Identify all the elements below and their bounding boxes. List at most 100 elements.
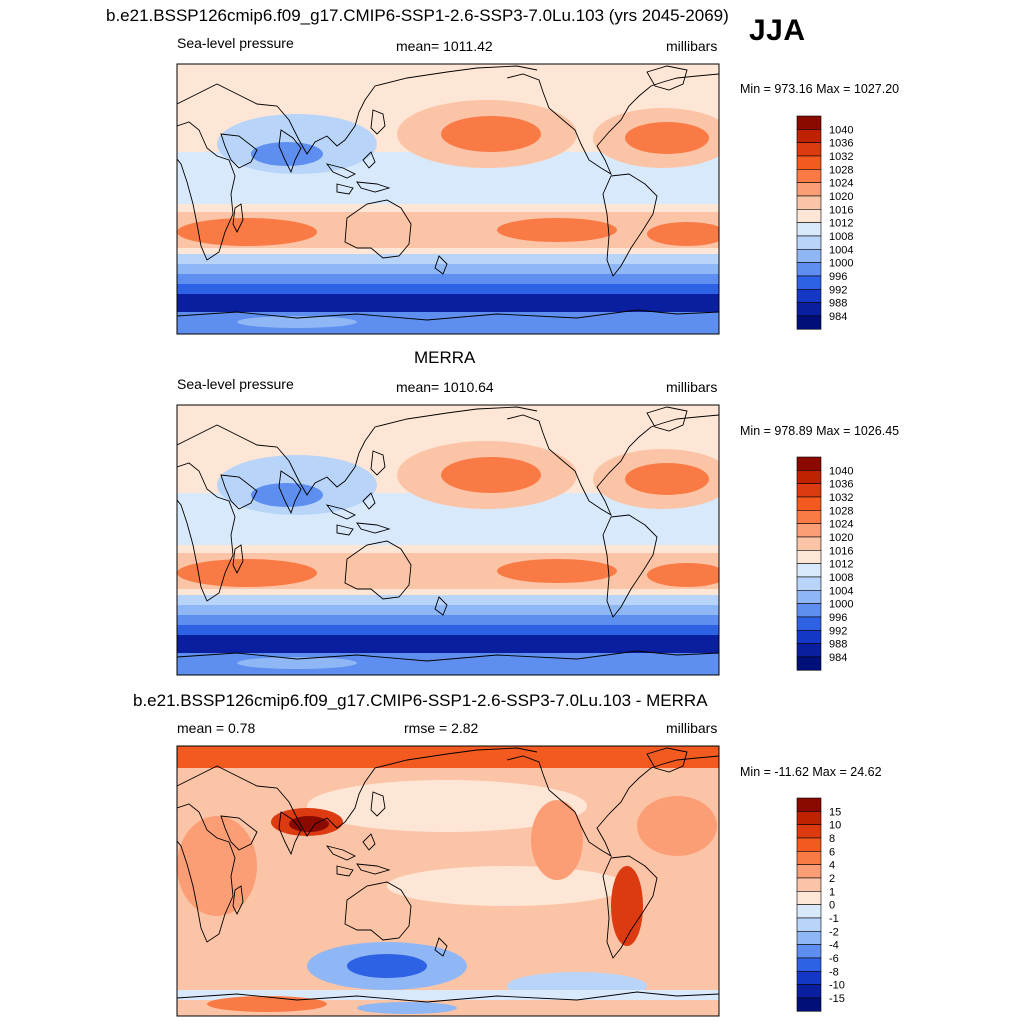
panel1-map xyxy=(176,63,720,335)
panel3-units-label: millibars xyxy=(666,720,718,736)
colorbar-tick-label: 15 xyxy=(829,806,841,818)
colorbar-tick-label: 1000 xyxy=(829,258,853,270)
colorbar-tick-label: 8 xyxy=(829,833,835,845)
colorbar-tick-label: 1024 xyxy=(829,519,853,531)
colorbar-swatch xyxy=(796,917,822,932)
colorbar-swatch xyxy=(796,456,822,471)
panel3-title: b.e21.BSSP126cmip6.f09_g17.CMIP6-SSP1-2.… xyxy=(133,691,708,710)
colorbar-swatch xyxy=(796,195,822,210)
colorbar-swatch xyxy=(796,275,822,290)
colorbar-swatch xyxy=(796,970,822,985)
colorbar-swatch xyxy=(796,930,822,945)
panel3-mean-label: mean = 0.78 xyxy=(177,720,256,736)
colorbar-swatch xyxy=(796,302,822,317)
colorbar-tick-label: 1036 xyxy=(829,138,853,150)
colorbar-tick-label: 1000 xyxy=(829,599,853,611)
colorbar-swatch xyxy=(796,576,822,591)
colorbar-swatch xyxy=(796,470,822,484)
colorbar-swatch xyxy=(796,864,822,879)
colorbar-swatch xyxy=(796,797,822,812)
colorbar-swatch xyxy=(796,235,822,250)
colorbar-tick-label: 10 xyxy=(829,820,841,832)
colorbar-tick-label: 1008 xyxy=(829,572,853,584)
colorbar-swatch xyxy=(796,891,822,905)
colorbar-swatch xyxy=(796,984,822,999)
panel2-mean-label: mean= 1010.64 xyxy=(396,379,494,395)
panel1-mean-label: mean= 1011.42 xyxy=(396,38,493,54)
colorbar-swatch xyxy=(796,603,822,618)
colorbar-tick-label: 996 xyxy=(829,271,847,283)
colorbar-swatch xyxy=(796,589,822,604)
colorbar-tick-label: -6 xyxy=(829,953,839,965)
colorbar-swatch xyxy=(796,824,822,839)
colorbar-swatch xyxy=(796,262,822,277)
colorbar-swatch xyxy=(796,222,822,237)
colorbar-tick-label: 1016 xyxy=(829,545,853,557)
colorbar-swatch xyxy=(796,997,822,1012)
colorbar-tick-label: -15 xyxy=(829,993,845,1005)
panel1-title: b.e21.BSSP126cmip6.f09_g17.CMIP6-SSP1-2.… xyxy=(106,6,729,25)
colorbar-tick-label: 1032 xyxy=(829,151,853,163)
colorbar-tick-label: -1 xyxy=(829,913,839,925)
colorbar-tick-label: 988 xyxy=(829,639,847,651)
colorbar-tick-label: 1004 xyxy=(829,585,853,597)
colorbar-swatch xyxy=(796,616,822,631)
panel1-variable-label: Sea-level pressure xyxy=(177,35,294,51)
colorbar-swatch xyxy=(796,249,822,263)
colorbar-tick-label: -8 xyxy=(829,966,839,978)
colorbar-swatch xyxy=(796,155,822,170)
colorbar-tick-label: 988 xyxy=(829,298,847,310)
colorbar-swatch xyxy=(796,851,822,865)
colorbar-tick-label: 1020 xyxy=(829,532,853,544)
colorbar-tick-label: 984 xyxy=(829,311,847,323)
colorbar-tick-label: 1028 xyxy=(829,164,853,176)
panel2-variable-label: Sea-level pressure xyxy=(177,376,294,392)
colorbar-swatch xyxy=(796,129,822,143)
colorbar-swatch xyxy=(796,563,822,578)
panel2-title: MERRA xyxy=(414,348,476,367)
colorbar-swatch xyxy=(796,944,822,959)
colorbar-tick-label: 1004 xyxy=(829,244,853,256)
colorbar-tick-label: 1028 xyxy=(829,505,853,517)
colorbar-tick-label: 6 xyxy=(829,846,835,858)
colorbar-tick-label: 996 xyxy=(829,612,847,624)
colorbar-tick-label: 1008 xyxy=(829,231,853,243)
colorbar-swatch xyxy=(796,182,822,197)
colorbar-swatch xyxy=(796,315,822,330)
colorbar-swatch xyxy=(796,209,822,223)
panel1-units-label: millibars xyxy=(666,38,718,54)
season-label: JJA xyxy=(749,14,806,47)
panel2-map xyxy=(176,404,720,676)
colorbar-swatch xyxy=(796,496,822,511)
colorbar-swatch xyxy=(796,877,822,892)
colorbar-swatch xyxy=(796,837,822,852)
colorbar-tick-label: 992 xyxy=(829,625,847,637)
colorbar-swatch xyxy=(796,483,822,498)
colorbar-tick-label: 1012 xyxy=(829,559,853,571)
colorbar-tick-label: 1016 xyxy=(829,204,853,216)
colorbar-tick-label: -10 xyxy=(829,980,845,992)
colorbar-swatch xyxy=(796,957,822,972)
colorbar-swatch xyxy=(796,643,822,658)
colorbar-swatch xyxy=(796,629,822,644)
colorbar-tick-label: 1 xyxy=(829,886,835,898)
panel2-min-max: Min = 978.89 Max = 1026.45 xyxy=(740,424,900,438)
colorbar-tick-label: 1012 xyxy=(829,218,853,230)
colorbar-swatch xyxy=(796,510,822,524)
panel2-units-label: millibars xyxy=(666,379,718,395)
panel3-min-max: Min = -11.62 Max = 24.62 xyxy=(740,765,882,779)
colorbar-swatch xyxy=(796,142,822,157)
colorbar-swatch xyxy=(796,288,822,303)
colorbar-tick-label: -4 xyxy=(829,940,839,952)
colorbar-tick-label: 1024 xyxy=(829,178,853,190)
colorbar-tick-label: 992 xyxy=(829,284,847,296)
panel3-rmse-label: rmse = 2.82 xyxy=(404,720,479,736)
colorbar-swatch xyxy=(796,656,822,671)
colorbar-swatch xyxy=(796,115,822,130)
colorbar-swatch xyxy=(796,811,822,825)
colorbar-swatch xyxy=(796,536,822,551)
